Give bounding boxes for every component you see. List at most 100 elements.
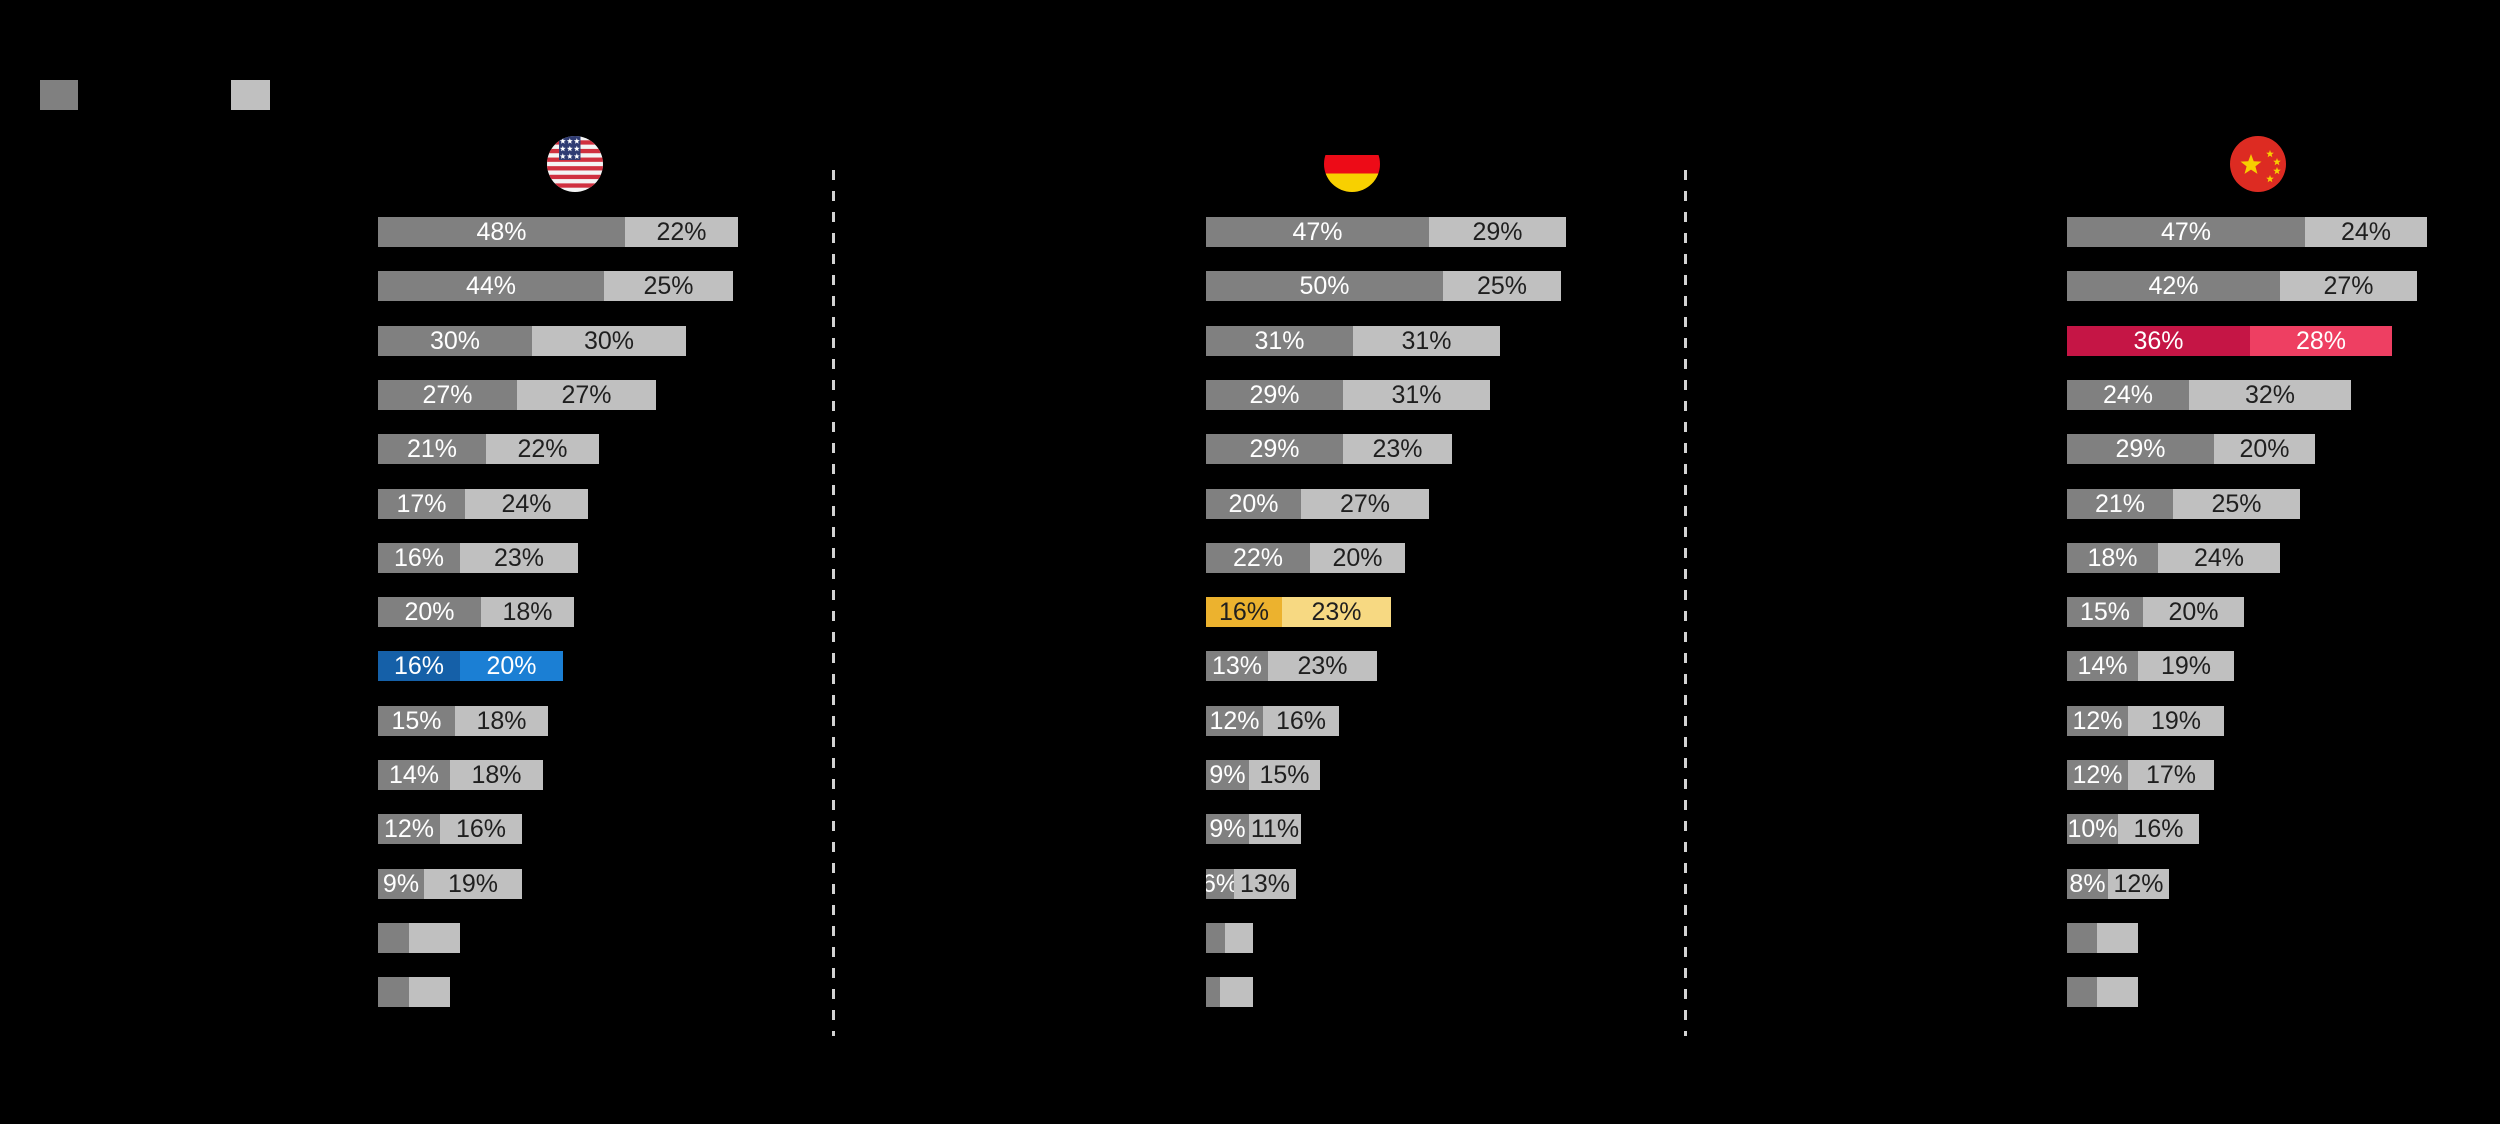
segment-value-label: 23% bbox=[1311, 598, 1362, 626]
segment-secondary: 16% bbox=[2118, 814, 2199, 844]
segment-value-label: 23% bbox=[1372, 435, 1423, 463]
segment-value-label: 9% bbox=[382, 870, 420, 898]
segment-secondary: 28% bbox=[2250, 326, 2392, 356]
segment-primary: 12% bbox=[1206, 706, 1263, 736]
segment-value-label: 31% bbox=[1254, 327, 1305, 355]
segment-value-label: 19% bbox=[2160, 652, 2212, 680]
bar-row: 24% 32% bbox=[2067, 380, 2351, 410]
segment-primary: 15% bbox=[378, 706, 455, 736]
bar-row: 13% 23% bbox=[1206, 651, 1377, 681]
segment-secondary: 16% bbox=[1263, 706, 1339, 736]
segment-primary bbox=[378, 923, 409, 953]
segment-secondary: 24% bbox=[2158, 543, 2280, 573]
bar-row bbox=[1206, 923, 1253, 953]
segment-value-label: 11% bbox=[1250, 815, 1300, 843]
segment-value-label: 15% bbox=[1259, 761, 1310, 789]
segment-secondary bbox=[1220, 977, 1253, 1007]
segment-value-label: 47% bbox=[1292, 218, 1343, 246]
segment-primary: 36% bbox=[2067, 326, 2250, 356]
segment-secondary: 23% bbox=[1282, 597, 1391, 627]
bar-row bbox=[2067, 923, 2138, 953]
segment-secondary: 27% bbox=[1301, 489, 1429, 519]
segment-value-label: 29% bbox=[2115, 435, 2166, 463]
segment-primary: 21% bbox=[378, 434, 486, 464]
cn-flag-icon bbox=[2230, 136, 2286, 192]
segment-primary: 20% bbox=[1206, 489, 1301, 519]
segment-value-label: 30% bbox=[429, 327, 481, 355]
segment-primary: 20% bbox=[378, 597, 481, 627]
segment-secondary: 20% bbox=[2143, 597, 2244, 627]
segment-value-label: 22% bbox=[656, 218, 707, 246]
segment-primary: 27% bbox=[378, 380, 517, 410]
segment-primary: 18% bbox=[2067, 543, 2158, 573]
bar-row: 42% 27% bbox=[2067, 271, 2417, 301]
segment-secondary: 25% bbox=[2173, 489, 2300, 519]
segment-primary: 29% bbox=[1206, 380, 1343, 410]
bar-row: 9% 15% bbox=[1206, 760, 1320, 790]
segment-secondary bbox=[409, 923, 460, 953]
segment-primary: 8% bbox=[2067, 869, 2108, 899]
segment-secondary: 24% bbox=[465, 489, 588, 519]
segment-value-label: 21% bbox=[2094, 490, 2146, 518]
segment-primary: 22% bbox=[1206, 543, 1310, 573]
segment-value-label: 14% bbox=[388, 761, 440, 789]
segment-value-label: 29% bbox=[1472, 218, 1523, 246]
segment-value-label: 25% bbox=[1476, 272, 1528, 300]
segment-value-label: 17% bbox=[2145, 761, 2197, 789]
segment-value-label: 19% bbox=[447, 870, 499, 898]
bar-row: 10% 16% bbox=[2067, 814, 2199, 844]
segment-secondary bbox=[2097, 923, 2138, 953]
bar-row: 30% 30% bbox=[378, 326, 686, 356]
segment-primary: 21% bbox=[2067, 489, 2173, 519]
segment-secondary: 16% bbox=[440, 814, 522, 844]
segment-primary: 16% bbox=[378, 651, 460, 681]
bar-row: 14% 18% bbox=[378, 760, 543, 790]
segment-value-label: 6% bbox=[1206, 870, 1234, 898]
bar-row: 20% 18% bbox=[378, 597, 574, 627]
segment-value-label: 12% bbox=[2113, 870, 2164, 898]
segment-value-label: 31% bbox=[1401, 327, 1452, 355]
segment-value-label: 28% bbox=[2295, 327, 2347, 355]
segment-value-label: 29% bbox=[1249, 435, 1300, 463]
segment-primary bbox=[1206, 977, 1220, 1007]
segment-secondary: 11% bbox=[1249, 814, 1301, 844]
segment-secondary: 31% bbox=[1343, 380, 1490, 410]
bar-row: 48% 22% bbox=[378, 217, 738, 247]
segment-value-label: 20% bbox=[404, 598, 455, 626]
segment-value-label: 23% bbox=[1297, 652, 1348, 680]
segment-secondary: 24% bbox=[2305, 217, 2427, 247]
bar-row: 50% 25% bbox=[1206, 271, 1561, 301]
segment-secondary: 17% bbox=[2128, 760, 2214, 790]
segment-value-label: 20% bbox=[1332, 544, 1383, 572]
segment-value-label: 10% bbox=[2067, 815, 2118, 843]
segment-value-label: 22% bbox=[517, 435, 568, 463]
segment-primary bbox=[1206, 923, 1225, 953]
segment-value-label: 13% bbox=[1239, 870, 1291, 898]
segment-primary: 50% bbox=[1206, 271, 1443, 301]
bar-row bbox=[2067, 977, 2138, 1007]
segment-secondary: 32% bbox=[2189, 380, 2351, 410]
segment-value-label: 20% bbox=[2239, 435, 2290, 463]
us-flag-icon bbox=[547, 136, 603, 192]
bar-row bbox=[1206, 977, 1253, 1007]
segment-value-label: 24% bbox=[2102, 381, 2154, 409]
segment-value-label: 13% bbox=[1211, 652, 1263, 680]
segment-value-label: 18% bbox=[502, 598, 553, 626]
segment-value-label: 15% bbox=[391, 707, 442, 735]
segment-value-label: 32% bbox=[2244, 381, 2296, 409]
segment-secondary: 25% bbox=[604, 271, 733, 301]
bar-row: 15% 20% bbox=[2067, 597, 2244, 627]
segment-value-label: 12% bbox=[2072, 761, 2123, 789]
segment-value-label: 27% bbox=[1339, 490, 1391, 518]
bar-row: 12% 16% bbox=[1206, 706, 1339, 736]
panel-separator bbox=[832, 170, 835, 1036]
segment-primary: 10% bbox=[2067, 814, 2118, 844]
segment-value-label: 31% bbox=[1391, 381, 1442, 409]
segment-value-label: 8% bbox=[2069, 870, 2106, 898]
segment-primary: 12% bbox=[378, 814, 440, 844]
segment-primary: 6% bbox=[1206, 869, 1234, 899]
segment-value-label: 16% bbox=[1218, 598, 1270, 626]
segment-primary: 44% bbox=[378, 271, 604, 301]
segment-primary: 9% bbox=[1206, 814, 1249, 844]
bar-row: 14% 19% bbox=[2067, 651, 2234, 681]
